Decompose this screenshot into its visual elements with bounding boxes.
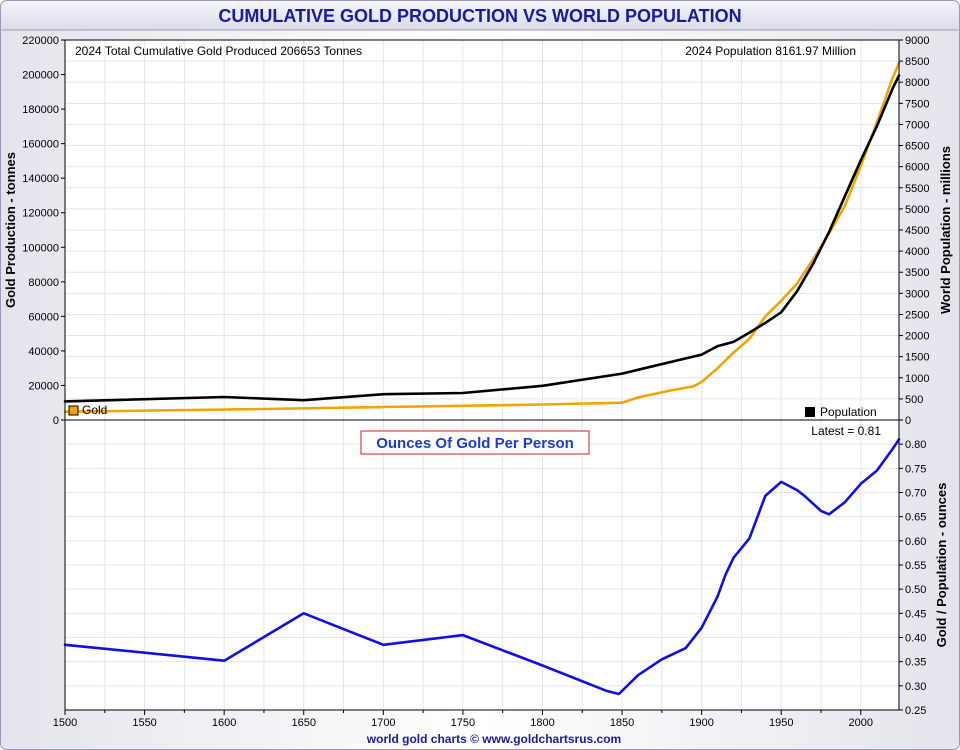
y-tick-label-ratio: 0.75 — [905, 463, 926, 475]
chart-title: CUMULATIVE GOLD PRODUCTION VS WORLD POPU… — [218, 6, 741, 26]
y-tick-label-population: 7500 — [905, 98, 929, 110]
x-tick-label: 1700 — [371, 717, 395, 729]
y-tick-label-gold: 40000 — [28, 346, 59, 358]
y-tick-label-population: 1500 — [905, 352, 929, 364]
tick-layer: 0200004000060000800001000001200001400001… — [22, 35, 929, 729]
y-tick-label-gold: 100000 — [22, 242, 59, 254]
y-tick-label-population: 9000 — [905, 35, 929, 47]
y-tick-label-population: 5500 — [905, 183, 929, 195]
legend-population: Population — [805, 405, 877, 419]
series-line-population — [63, 74, 901, 403]
y-tick-label-population: 4500 — [905, 225, 929, 237]
y-tick-label-population: 1000 — [905, 373, 929, 385]
y-tick-label-ratio: 0.80 — [905, 439, 926, 451]
y-tick-label-gold: 180000 — [22, 104, 59, 116]
x-tick-label: 1900 — [689, 717, 713, 729]
y-tick-label-ratio: 0.40 — [905, 633, 926, 645]
x-tick-label: 1800 — [530, 717, 554, 729]
y-tick-label-gold: 0 — [53, 415, 59, 427]
y-tick-label-gold: 20000 — [28, 380, 59, 392]
y-tick-label-ratio: 0.30 — [905, 681, 926, 693]
lower-title: Ounces Of Gold Per Person — [376, 435, 574, 452]
y-tick-label-population: 0 — [905, 415, 911, 427]
x-tick-label: 1500 — [53, 717, 77, 729]
legend-population-swatch — [805, 407, 815, 417]
y-tick-label-gold: 140000 — [22, 173, 59, 185]
legend-gold-label: Gold — [82, 403, 107, 417]
y-tick-label-gold: 80000 — [28, 277, 59, 289]
y-axis-title-ratio: Gold / Population - ounces — [934, 483, 949, 648]
plot-area — [65, 40, 899, 710]
y-tick-label-population: 8500 — [905, 56, 929, 68]
y-tick-label-ratio: 0.70 — [905, 488, 926, 500]
latest-label: Latest = 0.81 — [811, 424, 881, 438]
y-tick-label-ratio: 0.60 — [905, 536, 926, 548]
footer-credit: world gold charts © www.goldchartsrus.co… — [366, 732, 621, 746]
y-tick-label-gold: 160000 — [22, 139, 59, 151]
y-tick-label-ratio: 0.45 — [905, 608, 926, 620]
lower-title-box — [360, 430, 590, 455]
top-right-note: 2024 Population 8161.97 Million — [685, 44, 856, 58]
y-tick-label-ratio: 0.35 — [905, 657, 926, 669]
y-tick-label-population: 500 — [905, 394, 923, 406]
y-tick-label-ratio: 0.50 — [905, 584, 926, 596]
series-line-gold — [63, 61, 901, 414]
series-layer — [63, 61, 901, 696]
legend-gold: Gold — [68, 403, 107, 417]
y-tick-label-ratio: 0.65 — [905, 512, 926, 524]
y-tick-label-gold: 120000 — [22, 208, 59, 220]
x-tick-label: 1650 — [291, 717, 315, 729]
legend-population-label: Population — [820, 405, 877, 419]
x-tick-label: 1550 — [132, 717, 156, 729]
y-tick-label-population: 2500 — [905, 309, 929, 321]
y-tick-label-population: 2000 — [905, 331, 929, 343]
y-tick-label-population: 4000 — [905, 246, 929, 258]
plot-frame — [64, 39, 900, 711]
y-tick-label-population: 6500 — [905, 141, 929, 153]
top-left-note: 2024 Total Cumulative Gold Produced 2066… — [75, 44, 362, 58]
y-tick-label-gold: 220000 — [22, 35, 59, 47]
y-tick-label-gold: 60000 — [28, 311, 59, 323]
x-tick-label: 1750 — [451, 717, 475, 729]
y-tick-label-gold: 200000 — [22, 70, 59, 82]
y-tick-label-population: 3000 — [905, 288, 929, 300]
y-tick-label-population: 8000 — [905, 77, 929, 89]
y-tick-label-ratio: 0.25 — [905, 705, 926, 717]
x-tick-label: 1950 — [769, 717, 793, 729]
y-axis-title-population: World Population - millions — [938, 146, 953, 314]
x-tick-label: 1600 — [212, 717, 236, 729]
x-tick-label: 2000 — [849, 717, 873, 729]
y-axis-title-gold: Gold Production - tonnes — [3, 152, 18, 308]
legend-gold-swatch — [68, 405, 79, 416]
y-tick-label-ratio: 0.55 — [905, 560, 926, 572]
series-line-gold-per-person — [63, 437, 901, 696]
title-bar — [1, 1, 959, 30]
y-tick-label-population: 6000 — [905, 162, 929, 174]
grid-lines — [64, 39, 899, 711]
x-tick-label: 1850 — [610, 717, 634, 729]
y-tick-label-population: 3500 — [905, 267, 929, 279]
y-tick-label-population: 7000 — [905, 119, 929, 131]
y-tick-label-population: 5000 — [905, 204, 929, 216]
